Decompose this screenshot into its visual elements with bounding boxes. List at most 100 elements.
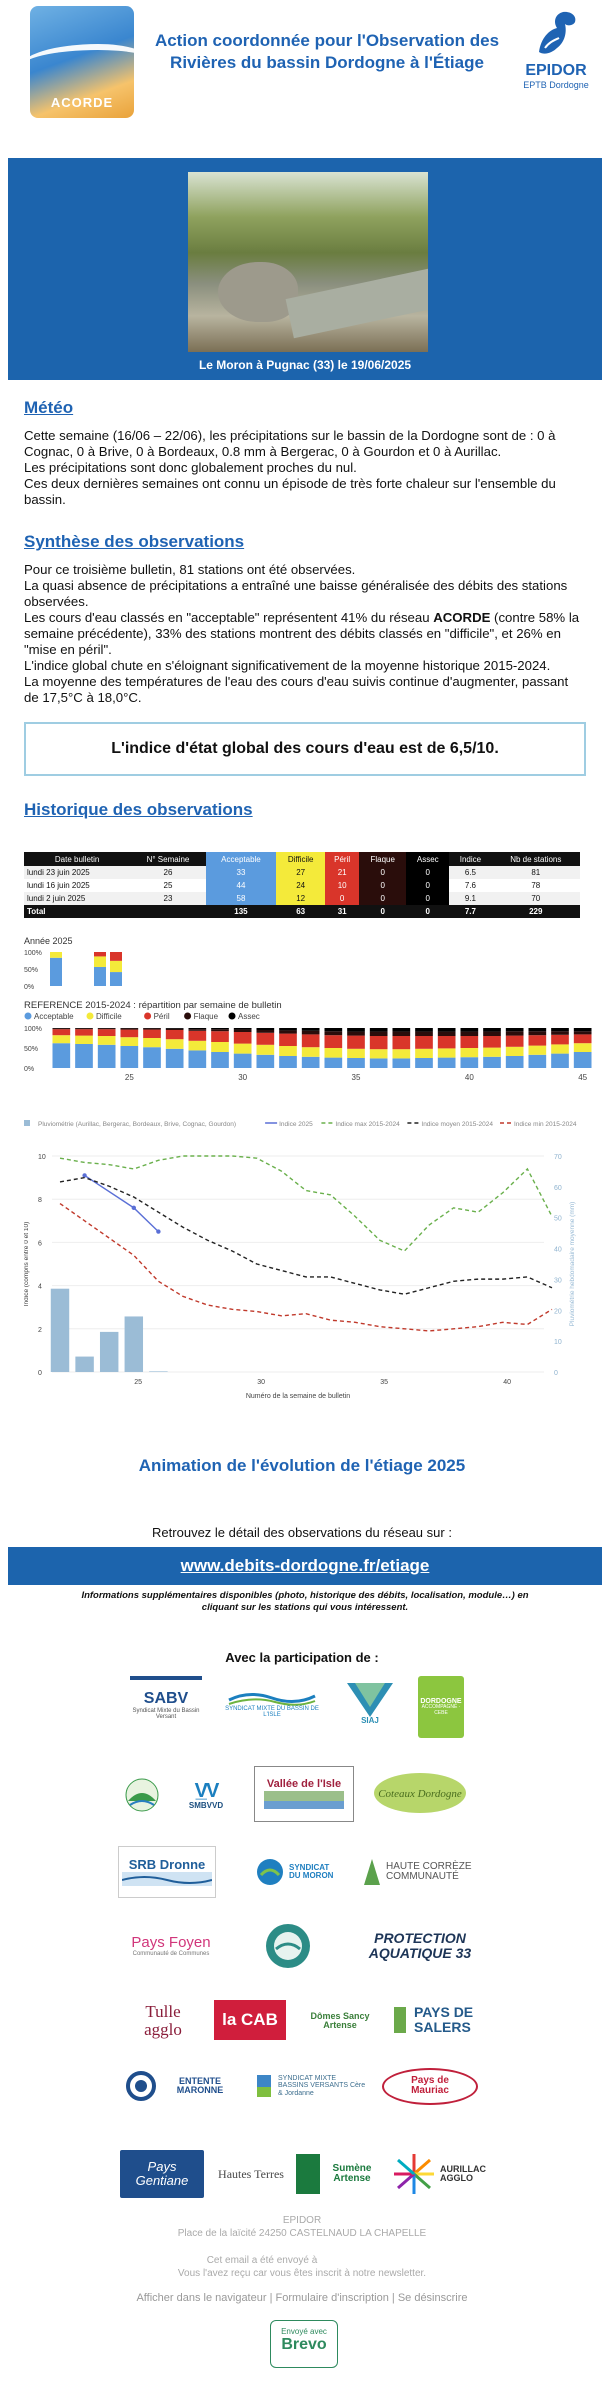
dordogne-dept-sub: ACCOMPAGNÉ · CEBE (421, 1704, 461, 1716)
siaj-label: SIAJ (361, 1715, 379, 1725)
photo-water (285, 265, 428, 339)
round-emblem-logo (262, 1920, 314, 1972)
table-row: lundi 23 juin 2025 26 33 27 21 0 0 6.5 8… (24, 866, 580, 879)
domes-label: Dômes Sancy Artense (310, 2010, 370, 2030)
cell-assec: 0 (406, 879, 450, 892)
series-line (59, 1202, 553, 1332)
x-tick-label: 25 (134, 1379, 142, 1386)
aurillac-burst-icon (394, 2154, 434, 2194)
bar-segment (256, 1030, 275, 1033)
coteaux-logo: Coteaux Dordogne (372, 1770, 468, 1816)
bar-segment (483, 1031, 501, 1036)
sabv-sub: Syndicat Mixte du Bassin Versant (132, 1708, 200, 1721)
y-right-tick-label: 20 (554, 1308, 562, 1315)
bar-segment (505, 1035, 524, 1047)
hautes-terres-label: Hautes Terres (218, 2166, 284, 2181)
bar-segment (233, 1043, 252, 1054)
cell-indice: 7.7 (449, 905, 492, 918)
animation-title[interactable]: Animation de l'évolution de l'étiage 202… (138, 1456, 466, 1475)
salers-mark-icon (394, 2007, 406, 2033)
bar-segment (369, 1028, 388, 1032)
y-right-tick-label: 40 (554, 1247, 562, 1254)
y-tick-label: 100% (24, 1026, 42, 1033)
bar-segment (211, 1028, 229, 1030)
bar-segment (52, 1028, 71, 1030)
bar-segment (528, 1054, 547, 1068)
bar-segment (369, 1036, 388, 1050)
rain-bar (99, 1331, 119, 1372)
rain-bar (124, 1316, 144, 1372)
debits-link[interactable]: www.debits-dordogne.fr/etiage (180, 1556, 430, 1575)
cell-peril: 21 (325, 866, 360, 879)
cell-acceptable: 58 (205, 892, 277, 905)
bar-segment (505, 1031, 524, 1036)
bar-segment (94, 952, 106, 957)
bar-segment (279, 1056, 297, 1068)
legend-label: Pluviométrie (Aurillac, Bergerac, Bordea… (38, 1121, 236, 1128)
y-tick-label: 50% (24, 1046, 38, 1053)
brevo-badge[interactable]: Envoyé avec Brevo (270, 2320, 338, 2368)
acorde-bold: ACORDE (433, 610, 491, 625)
bar-segment (528, 1035, 547, 1046)
bar-segment (437, 1057, 456, 1068)
bar-segment (573, 1034, 592, 1044)
bar-segment (52, 1043, 71, 1068)
avec-participation: Avec la participation de : (225, 1650, 379, 1665)
y-tick-label: 2 (38, 1327, 42, 1334)
cell-semaine (130, 905, 206, 918)
bar-segment (75, 1044, 93, 1068)
bar-segment (347, 1028, 365, 1032)
bar-segment (301, 1030, 320, 1035)
cell-assec: 0 (406, 905, 450, 918)
bar-segment (483, 1047, 501, 1057)
bar-segment (505, 1056, 524, 1068)
legend-label: Indice moyen 2015-2024 (421, 1121, 493, 1128)
bar-segment (415, 1028, 433, 1032)
coteaux-label: Coteaux Dordogne (378, 1788, 462, 1800)
bar-segment (110, 960, 122, 973)
title-line-2: Rivières du bassin Dordogne à l'Étiage (170, 53, 484, 72)
y-tick-label: 8 (38, 1197, 42, 1204)
table-total-row: Total 135 63 31 0 0 7.7 229 (24, 905, 580, 918)
bar-segment (75, 1028, 93, 1030)
bar-segment (165, 1048, 184, 1068)
river-photo[interactable] (188, 172, 428, 352)
bar-segment (505, 1028, 524, 1032)
bar-segment (120, 1028, 139, 1030)
bar-segment (437, 1031, 456, 1036)
bar-segment (573, 1031, 592, 1035)
wave-icon (30, 44, 134, 84)
bar-segment (460, 1028, 479, 1032)
bar-segment (460, 1048, 479, 1058)
cell-indice: 7.6 (464, 881, 476, 890)
y-right-tick-label: 30 (554, 1277, 562, 1284)
bar-segment (52, 1035, 71, 1044)
newsletter-header: ACORDE Action coordonnée pour l'Observat… (0, 0, 604, 135)
cell-semaine: 23 (130, 892, 206, 905)
bar-segment (301, 1056, 320, 1068)
bar-segment (75, 1029, 93, 1036)
cell-assec: 0 (406, 892, 450, 905)
cell-date: lundi 23 juin 2025 (24, 866, 131, 879)
cell-acceptable: 44 (205, 879, 277, 892)
legend-label: Indice 2025 (279, 1121, 313, 1128)
meteo-line-2: Les précipitations sont donc globalement… (24, 460, 357, 475)
bar-segment (528, 1045, 547, 1055)
chart-2025-title: Année 2025 (24, 936, 73, 946)
x-tick-label: 30 (238, 1073, 247, 1082)
footer-links[interactable]: Afficher dans le navigateur | Formulaire… (136, 2292, 468, 2304)
data-point (156, 1229, 161, 1234)
bar-segment (437, 1048, 456, 1058)
cab-label: la CAB (222, 2010, 278, 2030)
y-axis-label: Indice (compris entre 0 et 10) (24, 1222, 30, 1307)
isle-wave-icon (228, 1692, 316, 1706)
bar-segment (551, 1053, 569, 1068)
x-tick-label: 35 (380, 1379, 388, 1386)
chart-reference: Acceptable Difficile Péril Flaque Assec 100% 5… (24, 1012, 592, 1082)
meteo-text: Cette semaine (16/06 – 22/06), les préci… (24, 428, 584, 508)
dordogne-dept-label: DORDOGNE (420, 1698, 462, 1706)
link-band: www.debits-dordogne.fr/etiage (8, 1547, 602, 1585)
bar-segment (392, 1049, 411, 1059)
cell-nb-stations: 78 (531, 881, 541, 890)
moron-logo: SYNDICAT DU MORON (254, 1846, 342, 1898)
